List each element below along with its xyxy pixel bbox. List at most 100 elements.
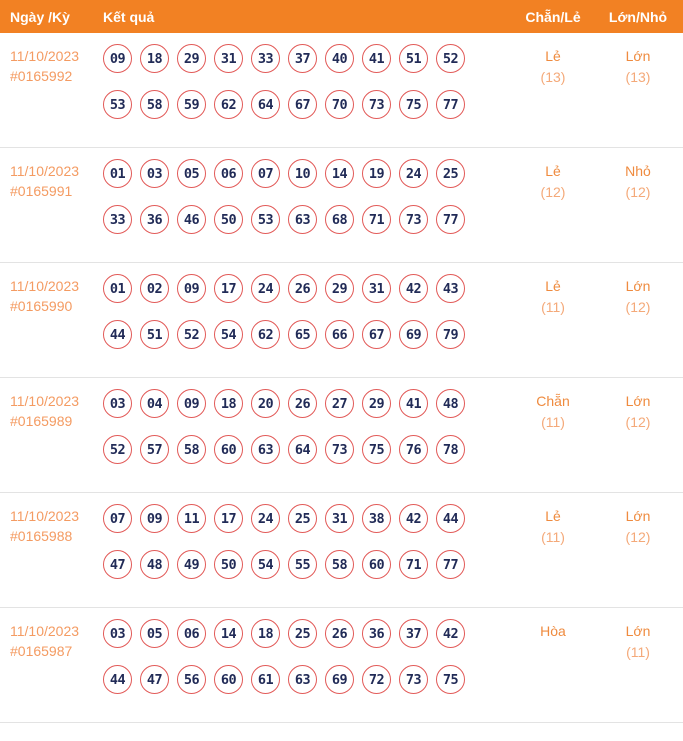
- draw-date-period: 11/10/2023 #0165991: [0, 148, 93, 262]
- size-result: Lớn (12): [593, 263, 683, 377]
- number-ball: 07: [251, 159, 280, 188]
- number-ball: 47: [140, 665, 169, 694]
- numbers-line-1: 03 04 09 18 20 26 27 29 41 48: [103, 389, 513, 418]
- size-result: Lớn (13): [593, 33, 683, 147]
- number-ball: 33: [251, 44, 280, 73]
- number-ball: 54: [251, 550, 280, 579]
- parity-result: Chẵn (11): [513, 378, 593, 492]
- number-ball: 54: [214, 320, 243, 349]
- draw-numbers: 03 04 09 18 20 26 27 29 41 48 52 57 58 60 63 64 73 75 76 7…: [93, 378, 513, 492]
- number-ball: 77: [436, 90, 465, 119]
- number-ball: 09: [177, 389, 206, 418]
- draw-period: #0165989: [10, 413, 73, 429]
- number-ball: 07: [103, 504, 132, 533]
- draw-date-period: 11/10/2023 #0165990: [0, 263, 93, 377]
- number-ball: 69: [399, 320, 428, 349]
- number-ball: 33: [103, 205, 132, 234]
- number-ball: 70: [325, 90, 354, 119]
- number-ball: 09: [177, 274, 206, 303]
- draw-date: 11/10/2023: [10, 48, 80, 64]
- number-ball: 41: [362, 44, 391, 73]
- number-ball: 75: [399, 90, 428, 119]
- number-ball: 42: [399, 504, 428, 533]
- table-row: 11/10/2023 #0165990 01 02 09 17 24 26 29 31 42 43…: [0, 263, 683, 378]
- number-ball: 36: [140, 205, 169, 234]
- number-ball: 63: [288, 665, 317, 694]
- parity-count: (11): [541, 529, 565, 545]
- number-ball: 64: [251, 90, 280, 119]
- table-header: Ngày /Kỳ Kết quả Chẵn/Lẻ Lớn/Nhỏ: [0, 0, 683, 33]
- number-ball: 17: [214, 504, 243, 533]
- number-ball: 66: [325, 320, 354, 349]
- number-ball: 38: [362, 504, 391, 533]
- table-row: 11/10/2023 #0165988 07 09 11 17 24 25 31 38 42 44…: [0, 493, 683, 608]
- number-ball: 50: [214, 205, 243, 234]
- number-ball: 79: [436, 320, 465, 349]
- number-ball: 63: [251, 435, 280, 464]
- size-value: Nhỏ: [625, 163, 651, 179]
- number-ball: 73: [362, 90, 391, 119]
- number-ball: 18: [251, 619, 280, 648]
- size-count: (12): [625, 299, 651, 315]
- draw-period: #0165990: [10, 298, 73, 314]
- numbers-line-2: 47 48 49 50 54 55 58 60 71 77: [103, 550, 513, 579]
- number-ball: 68: [325, 205, 354, 234]
- number-ball: 75: [436, 665, 465, 694]
- number-ball: 40: [325, 44, 354, 73]
- number-ball: 26: [288, 389, 317, 418]
- number-ball: 29: [362, 389, 391, 418]
- size-count: (13): [625, 69, 651, 85]
- number-ball: 65: [288, 320, 317, 349]
- column-header-date: Ngày /Kỳ: [10, 8, 70, 25]
- number-ball: 60: [214, 435, 243, 464]
- number-ball: 47: [103, 550, 132, 579]
- number-ball: 09: [140, 504, 169, 533]
- size-count: (12): [625, 529, 651, 545]
- number-ball: 73: [325, 435, 354, 464]
- number-ball: 73: [399, 665, 428, 694]
- number-ball: 71: [362, 205, 391, 234]
- number-ball: 31: [325, 504, 354, 533]
- numbers-line-1: 01 03 05 06 07 10 14 19 24 25: [103, 159, 513, 188]
- number-ball: 60: [214, 665, 243, 694]
- number-ball: 53: [103, 90, 132, 119]
- number-ball: 42: [399, 274, 428, 303]
- table-row: 11/10/2023 #0165987 03 05 06 14 18 25 26 36 37 42…: [0, 608, 683, 723]
- size-result: Nhỏ (12): [593, 148, 683, 262]
- numbers-line-2: 53 58 59 62 64 67 70 73 75 77: [103, 90, 513, 119]
- draw-date: 11/10/2023: [10, 623, 80, 639]
- parity-result: Lẻ (11): [513, 493, 593, 607]
- parity-count: (12): [540, 184, 566, 200]
- draw-date: 11/10/2023: [10, 278, 80, 294]
- number-ball: 05: [140, 619, 169, 648]
- number-ball: 51: [140, 320, 169, 349]
- number-ball: 24: [399, 159, 428, 188]
- number-ball: 26: [288, 274, 317, 303]
- size-count: (12): [625, 414, 651, 430]
- number-ball: 37: [399, 619, 428, 648]
- number-ball: 03: [103, 619, 132, 648]
- number-ball: 63: [288, 205, 317, 234]
- number-ball: 27: [325, 389, 354, 418]
- number-ball: 58: [177, 435, 206, 464]
- parity-count: (13): [540, 69, 566, 85]
- size-value: Lớn: [625, 623, 651, 639]
- parity-value: Chẵn: [536, 393, 570, 409]
- number-ball: 25: [288, 504, 317, 533]
- number-ball: 36: [362, 619, 391, 648]
- number-ball: 78: [436, 435, 465, 464]
- number-ball: 61: [251, 665, 280, 694]
- parity-count: (11): [541, 299, 565, 315]
- number-ball: 42: [436, 619, 465, 648]
- number-ball: 53: [251, 205, 280, 234]
- parity-result: Lẻ (11): [513, 263, 593, 377]
- number-ball: 73: [399, 205, 428, 234]
- number-ball: 71: [399, 550, 428, 579]
- number-ball: 67: [288, 90, 317, 119]
- number-ball: 62: [251, 320, 280, 349]
- number-ball: 14: [325, 159, 354, 188]
- number-ball: 51: [399, 44, 428, 73]
- size-count: (12): [625, 184, 651, 200]
- number-ball: 44: [103, 320, 132, 349]
- number-ball: 49: [177, 550, 206, 579]
